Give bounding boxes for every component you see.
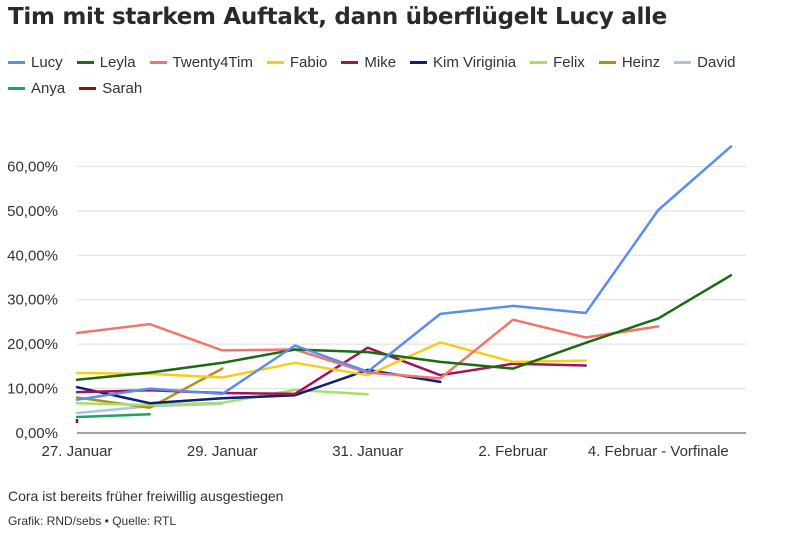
y-tick-label: 0,00%	[15, 425, 58, 442]
series-line-fabio	[75, 341, 587, 379]
x-tick-label: 29. Januar	[187, 443, 258, 460]
legend-label: Mike	[364, 53, 397, 71]
x-tick-label: 31. Januar	[332, 443, 403, 460]
legend-label: Felix	[553, 53, 585, 71]
legend-label: Heinz	[621, 53, 661, 71]
legend-label: Lucy	[31, 53, 63, 71]
legend-label: Sarah	[102, 79, 143, 97]
legend-swatch	[410, 60, 428, 64]
series-line-anya	[75, 413, 151, 419]
legend-swatch	[598, 60, 616, 64]
chart-source: Grafik: RND/sebs • Quelle: RTL	[8, 514, 177, 528]
legend-swatch	[266, 60, 284, 64]
legend-swatch	[341, 60, 359, 64]
legend-item: Felix	[530, 52, 585, 72]
legend-label: Leyla	[99, 53, 136, 71]
legend-label: Twenty4Tim	[172, 53, 253, 71]
legend-item: Twenty4Tim	[149, 52, 253, 72]
x-tick-label: 4. Februar - Vorfinale	[588, 443, 729, 460]
chart-note: Cora ist bereits früher freiwillig ausge…	[8, 488, 284, 504]
legend-item: Kim Viriginia	[410, 52, 516, 72]
legend-swatch	[530, 60, 548, 64]
legend-label: Kim Viriginia	[433, 53, 517, 71]
legend-swatch	[8, 86, 25, 90]
legend-item: Sarah	[79, 78, 142, 98]
series-line-mike	[75, 346, 587, 396]
legend-item: Mike	[341, 52, 396, 72]
legend-swatch	[674, 60, 692, 64]
series-line-lucy	[75, 145, 733, 401]
legend-item: Fabio	[266, 52, 328, 72]
series-line-heinz	[75, 367, 224, 409]
legend-label: David	[697, 53, 736, 71]
legend-label: Fabio	[289, 53, 328, 71]
y-tick-label: 40,00%	[7, 247, 58, 264]
series-line-kim-viriginia	[75, 368, 442, 405]
y-tick-label: 50,00%	[7, 203, 58, 220]
y-tick-label: 30,00%	[7, 292, 58, 309]
legend-swatch	[149, 60, 167, 64]
legend-item: Lucy	[8, 52, 63, 72]
series-line-felix	[75, 388, 369, 407]
legend-swatch	[76, 60, 94, 64]
x-tick-label: 27. Januar	[42, 443, 113, 460]
legend-item: David	[674, 52, 736, 72]
series-line-leyla	[75, 274, 733, 381]
y-tick-label: 20,00%	[7, 336, 58, 353]
legend-item: Leyla	[76, 52, 136, 72]
chart-legend: Lucy Leyla Twenty4Tim Fabio Mike Kim Virigini…	[8, 52, 800, 98]
chart-title: Tim mit starkem Auftakt, dann überflügel…	[8, 4, 667, 30]
legend-label: Anya	[31, 79, 66, 97]
y-tick-label: 60,00%	[7, 158, 58, 175]
y-tick-label: 10,00%	[7, 381, 58, 398]
legend-item: Heinz	[598, 52, 661, 72]
legend-swatch	[79, 86, 97, 90]
legend-swatch	[8, 60, 25, 64]
legend-item: Anya	[8, 78, 65, 98]
x-tick-label: 2. Februar	[478, 443, 547, 460]
